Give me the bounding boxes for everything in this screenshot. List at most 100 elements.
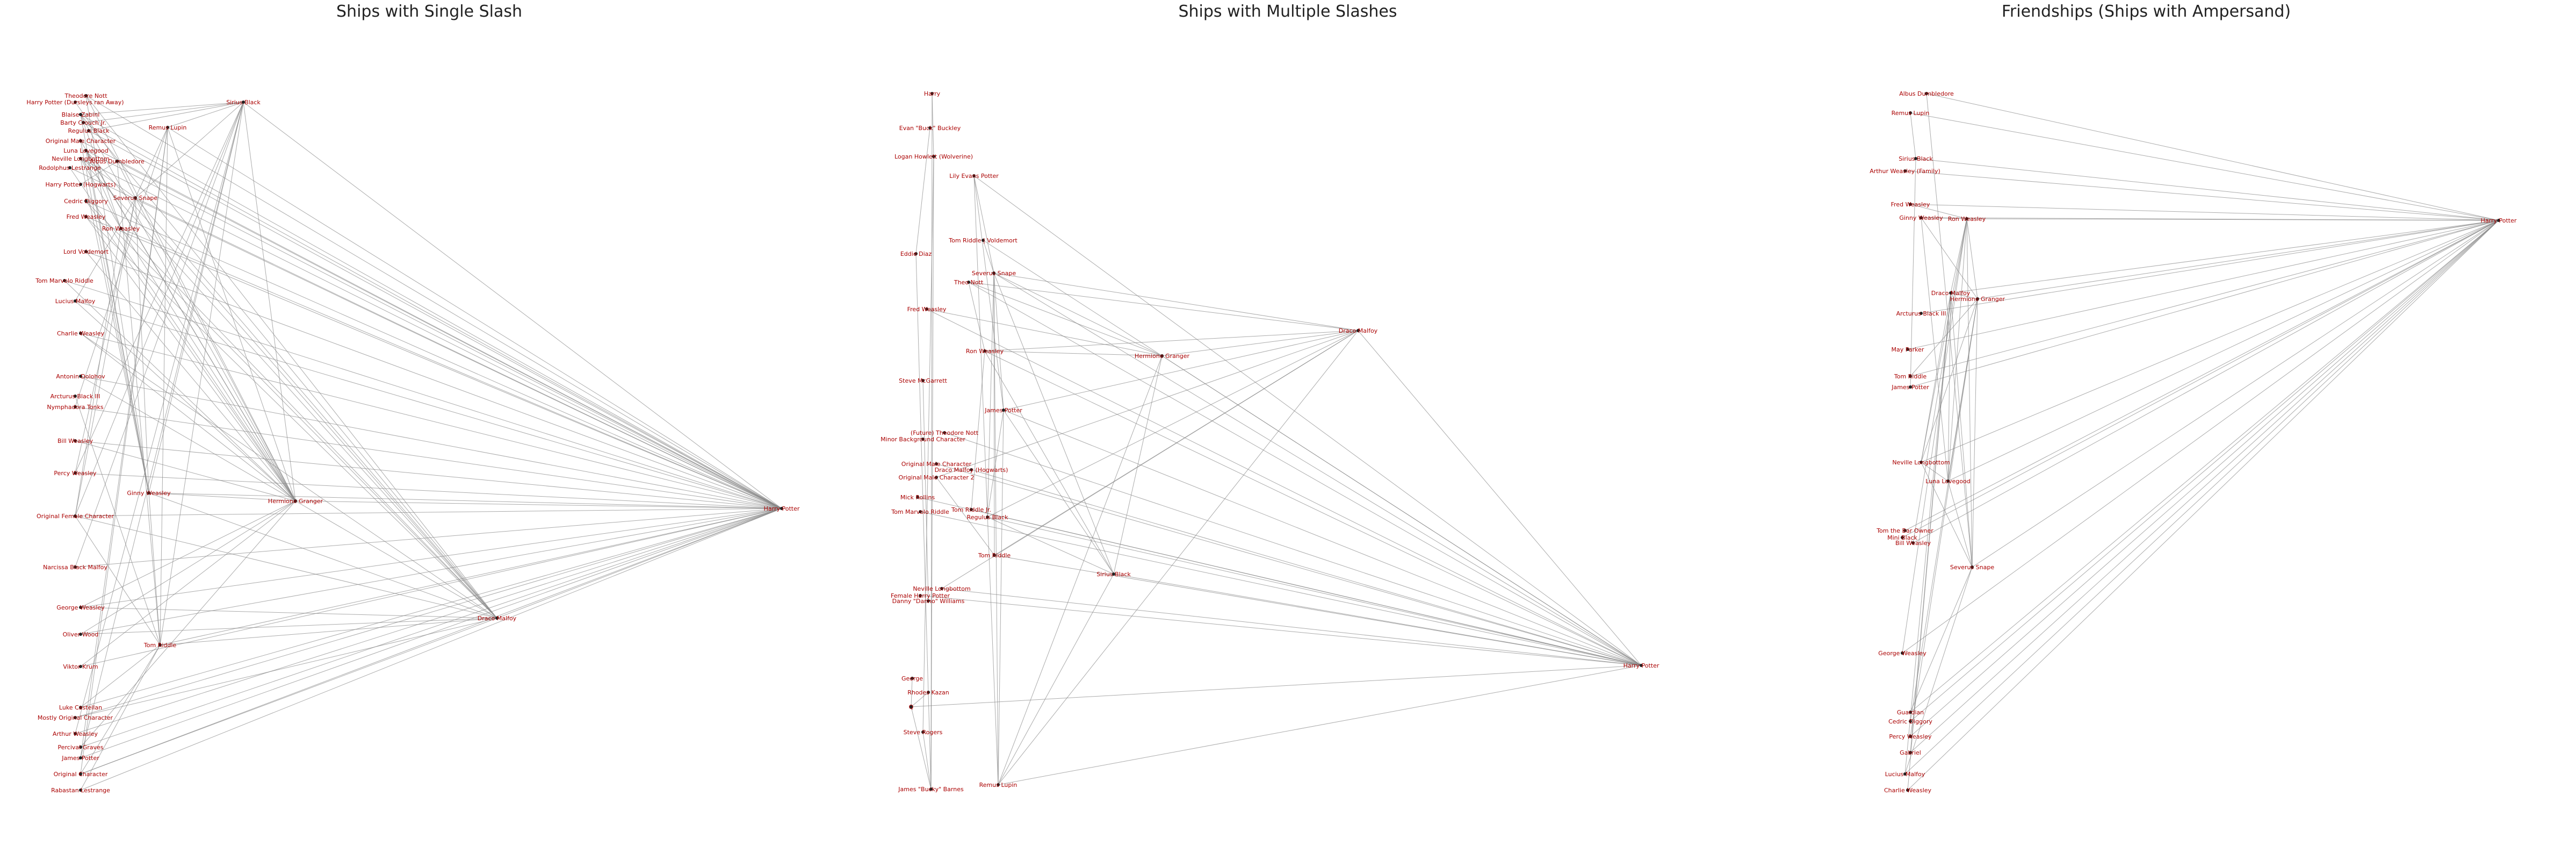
node xyxy=(74,299,77,303)
node xyxy=(1920,216,1923,219)
edge xyxy=(1910,298,1978,737)
node-label: George Weasley xyxy=(1878,650,1926,657)
edge xyxy=(1358,330,1642,666)
node-label: Theodore Nott xyxy=(64,92,107,99)
edge xyxy=(1907,220,2499,791)
edge xyxy=(85,95,497,619)
node-label: Ron Weasley xyxy=(1948,216,1986,223)
node-label: Nymphadora Tonks xyxy=(47,404,104,411)
edge xyxy=(984,350,1114,575)
node xyxy=(74,514,77,518)
edge xyxy=(1915,158,2499,221)
node-label: Lucius Malfoy xyxy=(55,298,96,305)
node xyxy=(79,113,82,116)
edge xyxy=(75,102,118,162)
edge xyxy=(80,376,296,501)
edge xyxy=(993,273,1359,331)
edge xyxy=(75,197,136,517)
edge xyxy=(1910,220,2499,753)
node xyxy=(930,92,934,95)
edge xyxy=(85,150,497,619)
node-label: Rhodes Kazan xyxy=(907,689,949,696)
edge xyxy=(915,253,932,790)
edge xyxy=(80,102,244,758)
edge xyxy=(1161,330,1359,356)
node xyxy=(916,496,919,499)
node-label: Severus Snape xyxy=(972,270,1016,277)
network-graph-single-slash: Harry Potter Sirius Black Remus Lupin Hermi… xyxy=(26,92,799,794)
edge xyxy=(1926,93,2499,221)
node-label: Remus Lupin xyxy=(1892,110,1930,117)
chart-title: Ships with Single Slash xyxy=(336,2,522,21)
node-label: Rabastan Lestrange xyxy=(51,787,110,794)
edge xyxy=(80,114,497,619)
node-label: Percival Graves xyxy=(58,744,104,751)
node-label: Harry Potter (Hogwarts) xyxy=(45,181,116,188)
node-label: Draco Malfoy xyxy=(478,615,517,622)
edge xyxy=(911,678,913,707)
edge xyxy=(167,127,296,501)
node-label: Mick Rollins xyxy=(900,494,935,501)
nodes: Harry Potter Sirius Black Remus Lupin Hermi… xyxy=(26,92,799,794)
edge xyxy=(1921,218,1967,463)
edge xyxy=(85,150,121,229)
edge xyxy=(971,469,1642,666)
node xyxy=(1925,92,1928,95)
node xyxy=(967,281,970,284)
node xyxy=(1002,408,1005,412)
edge xyxy=(75,197,136,302)
edge xyxy=(1904,567,1973,775)
node-label: Original Male Character 2 xyxy=(899,474,975,481)
node xyxy=(74,395,77,398)
node xyxy=(1920,461,1923,464)
node xyxy=(1909,751,1912,754)
node xyxy=(134,196,137,199)
node xyxy=(68,166,71,169)
node xyxy=(79,139,82,142)
edge xyxy=(135,197,149,493)
edge xyxy=(80,644,161,708)
edge xyxy=(1947,220,2499,482)
node-label: Arthur Weasley xyxy=(53,730,98,737)
node-label: Minor Background Character xyxy=(881,436,965,443)
node xyxy=(1906,789,1909,792)
edge xyxy=(135,197,296,501)
edge xyxy=(920,595,1642,666)
node xyxy=(983,349,986,353)
node-label: Hermione Granger xyxy=(1950,296,2005,303)
edge xyxy=(1950,218,1967,293)
node-label: (Future) Theodore Nott xyxy=(911,429,979,436)
edge xyxy=(148,492,161,646)
node-label: Harry Potter xyxy=(2481,217,2517,224)
edge xyxy=(80,508,782,758)
node xyxy=(79,633,82,636)
edge xyxy=(922,380,929,601)
edge xyxy=(984,350,1642,666)
node-label: Luke Castellan xyxy=(59,704,102,711)
edge xyxy=(75,508,782,718)
edge xyxy=(75,472,782,509)
edge xyxy=(1926,93,1973,568)
node-label: Luna Lovegood xyxy=(1925,478,1970,485)
node-label: Sirius Black xyxy=(226,99,261,106)
node xyxy=(928,126,932,130)
edge xyxy=(920,511,1642,666)
node xyxy=(1160,354,1164,357)
network-graph-friendships: Harry Potter Ron Weasley Hermione GrangerD… xyxy=(1870,90,2517,794)
edge xyxy=(993,273,999,785)
edge xyxy=(80,508,782,748)
edge xyxy=(973,175,1642,666)
edge xyxy=(64,280,296,501)
edge xyxy=(1113,355,1163,575)
node-label: George xyxy=(901,675,923,682)
edge xyxy=(984,330,1359,352)
edge xyxy=(983,240,1642,666)
edge xyxy=(75,515,161,646)
node-label: Antonin Dolohov xyxy=(56,373,105,380)
node xyxy=(1914,157,1917,160)
edge xyxy=(88,102,244,131)
node-label: Original Male Character xyxy=(901,461,972,468)
edge xyxy=(930,93,933,790)
edge xyxy=(968,282,985,352)
edge xyxy=(968,282,1163,356)
